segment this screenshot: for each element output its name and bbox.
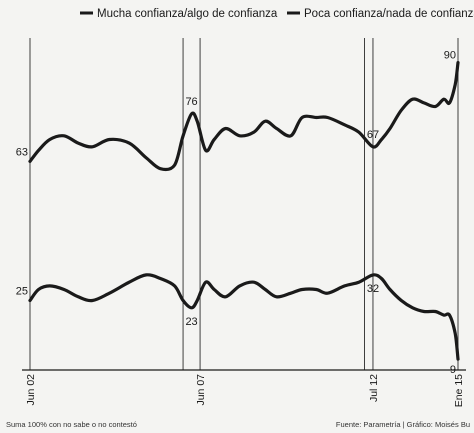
data-label: 9 (450, 364, 456, 376)
reference-lines (29, 38, 459, 370)
footnote-source: Fuente: Parametría | Gráfico: Moisés Bu (335, 420, 470, 429)
legend-label: Poca confianza/nada de confianza (304, 8, 474, 20)
x-tick-label: Jun 07 (195, 374, 207, 406)
data-label: 90 (444, 50, 456, 62)
data-label: 23 (185, 316, 197, 328)
data-label: 63 (16, 146, 28, 158)
series-lines (28, 61, 460, 361)
data-labels: 63 76 67 90 25 23 32 9 (16, 50, 456, 376)
series-line-mucha-confianza (28, 61, 460, 172)
data-label: 76 (185, 96, 197, 108)
data-label: 67 (367, 129, 379, 141)
x-tick-label: Ene 15 (453, 374, 465, 407)
chart-legend: Mucha confianza/algo de confianza Poca co… (80, 8, 474, 20)
x-tick-label: Jul 12 (368, 374, 380, 402)
data-label: 32 (367, 283, 379, 295)
data-label: 25 (16, 286, 28, 298)
series-line-poca-confianza (28, 273, 460, 361)
x-tick-label: Jun 02 (25, 374, 37, 406)
x-tick-labels: Jun 02 Jun 07 Jul 12 Ene 15 (25, 374, 465, 407)
legend-label: Mucha confianza/algo de confianza (97, 8, 278, 20)
footnote-note: Suma 100% con no sabe o no contestó (6, 420, 137, 429)
